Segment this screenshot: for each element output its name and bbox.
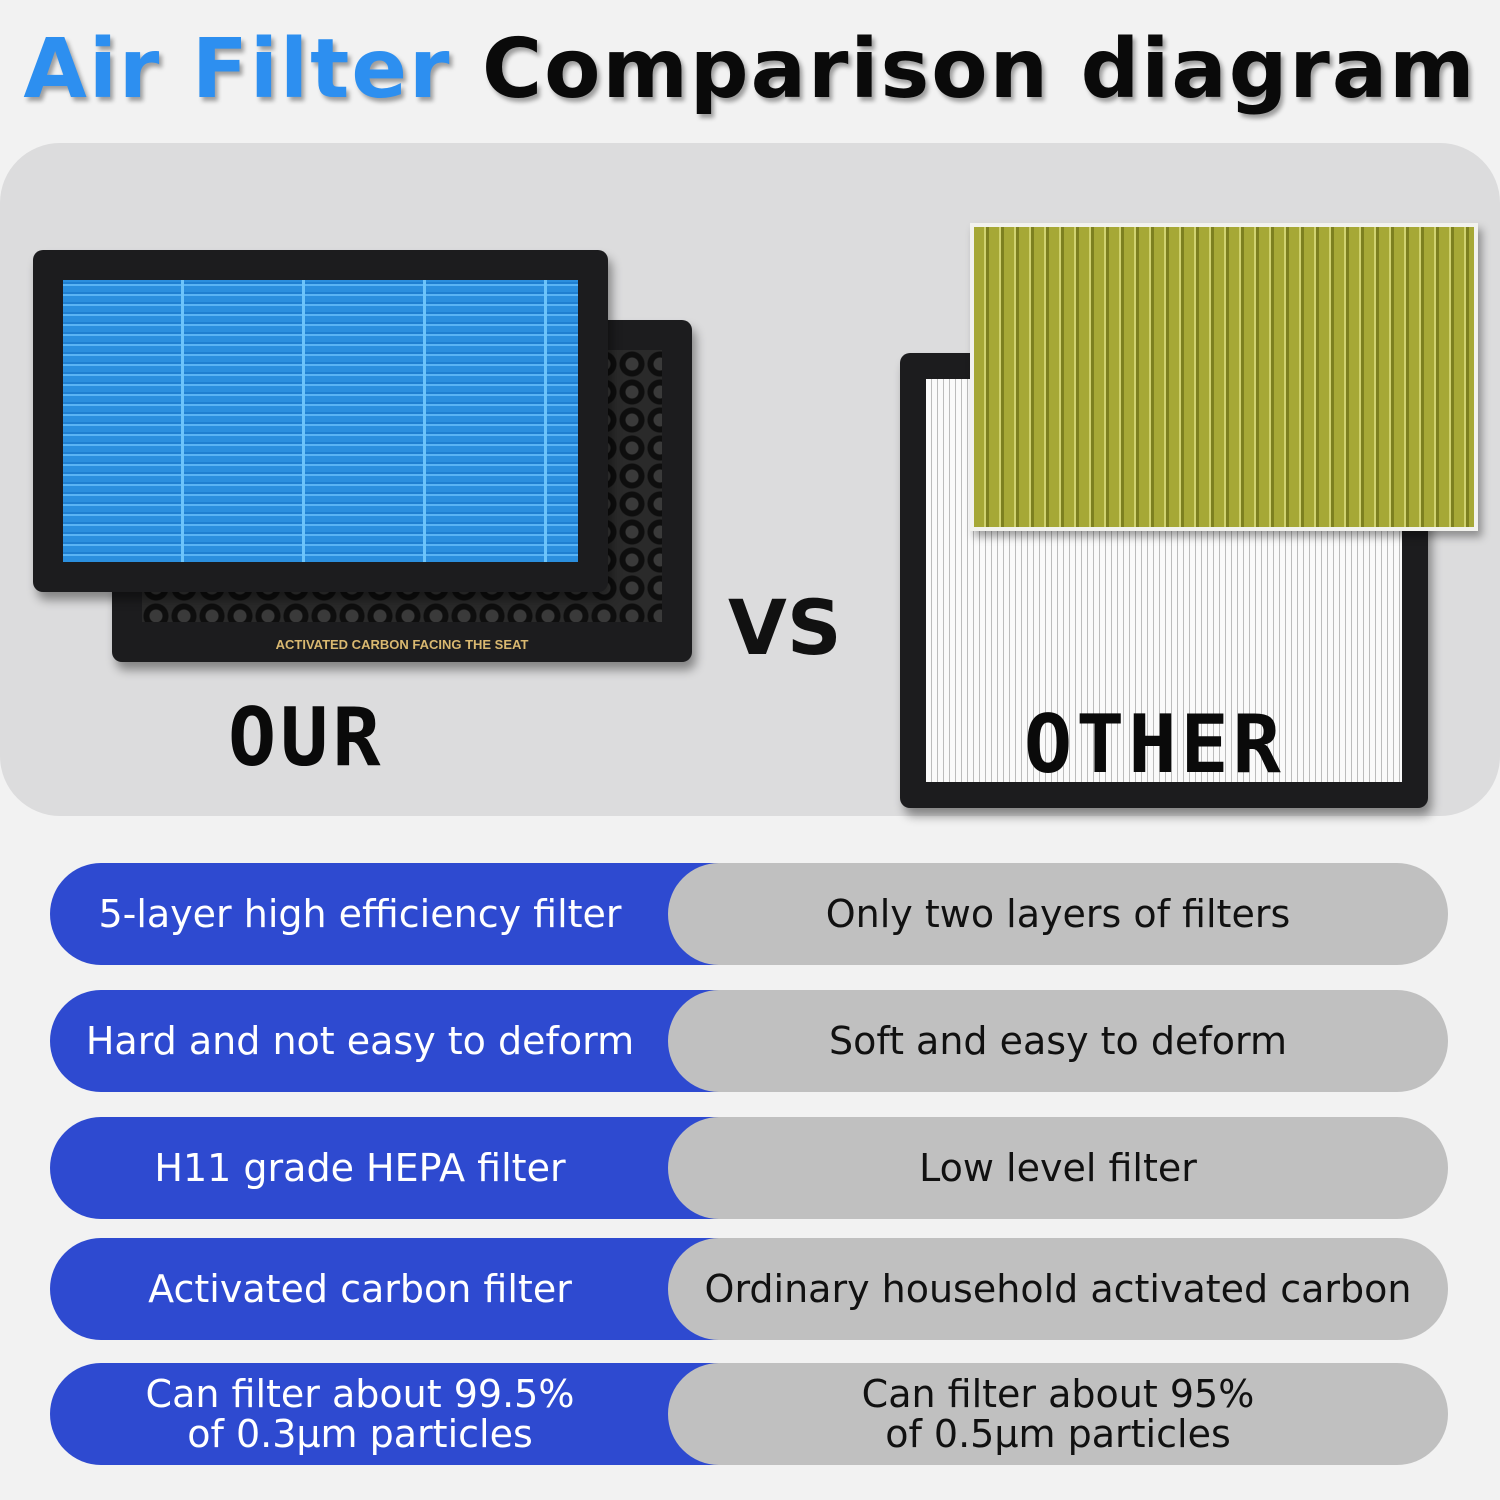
other-feature-text: Soft and easy to deform (829, 1019, 1287, 1063)
other-label: OTHER (1024, 698, 1285, 791)
carbon-print: ACTIVATED CARBON FACING THE SEAT (275, 637, 529, 652)
our-feature-text: Activated carbon filter (148, 1267, 572, 1311)
our-feature-text: Can filter about 99.5% of 0.3μm particle… (145, 1372, 575, 1456)
title-highlight: Air Filter (23, 22, 452, 117)
other-feature: Low level filter (668, 1117, 1448, 1219)
comparison-row: 5-layer high efficiency filter Only two … (50, 863, 1448, 965)
other-feature: Soft and easy to deform (668, 990, 1448, 1092)
comparison-panel: ACTIVATED CARBON FACING THE SEAT VS OUR … (0, 143, 1500, 816)
our-feature: 5-layer high efficiency filter (50, 863, 730, 965)
other-feature: Ordinary household activated carbon (668, 1238, 1448, 1340)
other-feature: Can filter about 95% of 0.5μm particles (668, 1363, 1448, 1465)
comparison-row: H11 grade HEPA filter Low level filter (50, 1117, 1448, 1219)
other-yellow-filter-image (970, 223, 1478, 531)
other-feature-text: Can filter about 95% of 0.5μm particles (861, 1372, 1255, 1456)
page-title: Air Filter Comparison diagram (0, 22, 1500, 117)
our-feature-text: Hard and not easy to deform (85, 1019, 635, 1063)
our-feature: Hard and not easy to deform (50, 990, 730, 1092)
comparison-row: Activated carbon filter Ordinary househo… (50, 1238, 1448, 1340)
our-feature: Activated carbon filter (50, 1238, 730, 1340)
title-rest: Comparison diagram (481, 22, 1477, 117)
comparison-row: Can filter about 99.5% of 0.3μm particle… (50, 1363, 1448, 1465)
our-label: OUR (228, 691, 385, 784)
vs-label: VS (728, 583, 842, 672)
our-feature-text: 5-layer high efficiency filter (98, 892, 622, 936)
comparison-row: Hard and not easy to deform Soft and eas… (50, 990, 1448, 1092)
our-hepa-filter-image (33, 250, 608, 592)
other-feature: Only two layers of filters (668, 863, 1448, 965)
our-feature: H11 grade HEPA filter (50, 1117, 730, 1219)
other-feature-text: Ordinary household activated carbon (704, 1267, 1412, 1311)
our-feature: Can filter about 99.5% of 0.3μm particle… (50, 1363, 730, 1465)
blue-hepa-media (63, 280, 578, 562)
other-feature-text: Only two layers of filters (825, 892, 1291, 936)
our-feature-text: H11 grade HEPA filter (154, 1146, 566, 1190)
other-feature-text: Low level filter (919, 1146, 1197, 1190)
